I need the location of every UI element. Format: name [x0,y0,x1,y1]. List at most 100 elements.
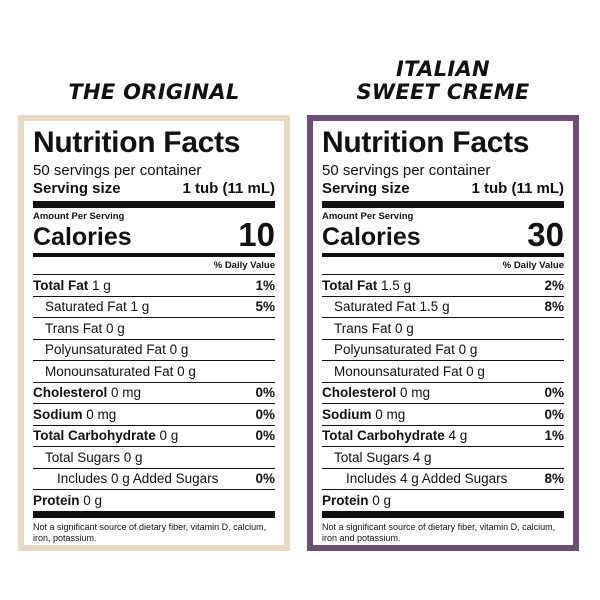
nutrient-amount: Includes 4 g Added Sugars [346,471,508,487]
nutrient-amount: 0 g [368,492,392,508]
calories-row: Calories 30 [322,216,564,253]
nutrient-percent: 0% [544,385,564,401]
nutrient-name: Protein [322,492,369,508]
serving-size-row: Serving size 1 tub (11 mL) [33,180,275,198]
original-label-frame: Nutrition Facts 50 servings per containe… [18,115,290,551]
nutrient-amount: Monounsaturated Fat 0 g [45,363,196,379]
serving-size-value: 1 tub (11 mL) [182,180,275,197]
nutrient-row-saturated-fat: Saturated Fat 1 g 5% [33,295,275,318]
nutrient-row-total-fat: Total Fat 1.5 g 2% [322,274,564,296]
sweet-creme-heading: ITALIAN SWEET CREME [356,57,530,104]
servings-per-container: 50 servings per container [322,162,491,179]
serving-size-label: Serving size [322,180,410,197]
nutrient-row-saturated-fat: Saturated Fat 1.5 g 8% [322,295,564,318]
nutrient-percent: 0% [544,406,564,422]
nutrient-name: Sodium [322,406,372,422]
nutrient-amount: Includes 0 g Added Sugars [57,471,219,487]
sweet-creme-label-frame: Nutrition Facts 50 servings per containe… [307,115,579,551]
nutrient-row-cholesterol: Cholesterol 0 mg 0% [33,381,275,404]
nutrient-amount: Saturated Fat 1.5 g [334,299,450,315]
nutrient-amount: 0 mg [371,406,406,422]
nutrient-amount: 0 mg [82,406,117,422]
nutrient-percent: 0% [255,471,275,487]
thick-divider [322,201,564,208]
medium-divider [33,253,275,257]
daily-value-header: % Daily Value [213,260,275,271]
amount-per-serving: Amount Per Serving [33,211,125,222]
nutrient-name: Total Carbohydrate [322,428,445,444]
nutrient-percent: 0% [255,406,275,422]
nutrient-row-polyunsaturated-fat: Polyunsaturated Fat 0 g [322,338,564,361]
nutrient-amount: Trans Fat 0 g [45,320,125,336]
nutrient-row-polyunsaturated-fat: Polyunsaturated Fat 0 g [33,338,275,361]
nutrient-amount: Monounsaturated Fat 0 g [334,363,485,379]
footnote: Not a significant source of dietary fibe… [322,521,556,543]
nutrient-row-monounsaturated-fat: Monounsaturated Fat 0 g [322,360,564,382]
nutrient-amount: 0 mg [396,385,431,401]
nutrient-row-protein: Protein 0 g [33,489,275,511]
original-column: THE ORIGINAL Nutrition Facts 50 servings… [18,0,290,600]
nutrient-percent: 0% [255,385,275,401]
nutrient-amount: Total Sugars 0 g [45,449,143,465]
nutrient-amount: 1.5 g [377,277,412,293]
footnote: Not a significant source of dietary fibe… [33,521,267,543]
nutrient-amount: 0 g [79,492,103,508]
nutrient-row-monounsaturated-fat: Monounsaturated Fat 0 g [33,360,275,382]
serving-size-label: Serving size [33,180,121,197]
nutrient-row-sodium: Sodium 0 mg 0% [33,403,275,425]
nutrient-name: Total Fat [322,277,378,293]
sweet-creme-nutrition-label: Nutrition Facts 50 servings per containe… [313,121,573,545]
nutrient-row-total-sugars: Total Sugars 0 g [33,446,275,468]
nutrient-row-added-sugars: Includes 4 g Added Sugars 8% [322,467,564,490]
thick-divider [33,201,275,208]
nutrient-amount: Polyunsaturated Fat 0 g [334,342,478,358]
calories-label: Calories [33,223,132,251]
nutrient-percent: 5% [255,299,275,315]
nutrient-amount: 0 mg [107,385,142,401]
nutrient-row-total-sugars: Total Sugars 4 g [322,446,564,468]
nutrient-name: Total Fat [33,277,89,293]
original-heading: THE ORIGINAL [68,80,240,104]
servings-per-container: 50 servings per container [33,162,202,179]
original-nutrition-label: Nutrition Facts 50 servings per containe… [24,121,284,545]
nutrient-row-total-carbohydrate: Total Carbohydrate 4 g 1% [322,424,564,447]
nutrient-amount: 1 g [88,277,111,293]
nutrient-percent: 2% [544,277,564,293]
nutrient-percent: 8% [544,299,564,315]
nutrient-amount: Total Sugars 4 g [334,449,432,465]
nutrition-facts-title: Nutrition Facts [322,126,530,159]
calories-value: 30 [527,216,564,253]
calories-label: Calories [322,223,421,251]
nutrient-amount: 0 g [155,428,179,444]
nutrient-row-trans-fat: Trans Fat 0 g [322,317,564,339]
nutrient-amount: 4 g [444,428,468,444]
serving-size-value: 1 tub (11 mL) [471,180,564,197]
nutrient-row-protein: Protein 0 g [322,489,564,511]
nutrient-row-total-carbohydrate: Total Carbohydrate 0 g 0% [33,424,275,447]
calories-value: 10 [238,216,275,253]
thick-divider-bottom [322,510,564,518]
nutrient-name: Protein [33,492,80,508]
thick-divider-bottom [33,510,275,518]
nutrient-amount: Trans Fat 0 g [334,320,414,336]
nutrient-percent: 1% [255,277,275,293]
nutrient-row-trans-fat: Trans Fat 0 g [33,317,275,339]
medium-divider [322,253,564,257]
nutrient-row-total-fat: Total Fat 1 g 1% [33,274,275,296]
daily-value-header: % Daily Value [502,260,564,271]
amount-per-serving: Amount Per Serving [322,211,414,222]
nutrition-facts-title: Nutrition Facts [33,126,241,159]
nutrient-percent: 0% [255,428,275,444]
sweet-creme-column: ITALIAN SWEET CREME Nutrition Facts 50 s… [307,0,579,600]
nutrient-name: Sodium [33,406,83,422]
nutrient-name: Cholesterol [322,385,397,401]
serving-size-row: Serving size 1 tub (11 mL) [322,180,564,198]
nutrient-amount: Saturated Fat 1 g [45,299,150,315]
nutrient-row-added-sugars: Includes 0 g Added Sugars 0% [33,467,275,490]
nutrient-percent: 8% [544,471,564,487]
calories-row: Calories 10 [33,216,275,253]
nutrient-row-sodium: Sodium 0 mg 0% [322,403,564,425]
nutrient-percent: 1% [544,428,564,444]
nutrient-amount: Polyunsaturated Fat 0 g [45,342,189,358]
nutrient-name: Total Carbohydrate [33,428,156,444]
